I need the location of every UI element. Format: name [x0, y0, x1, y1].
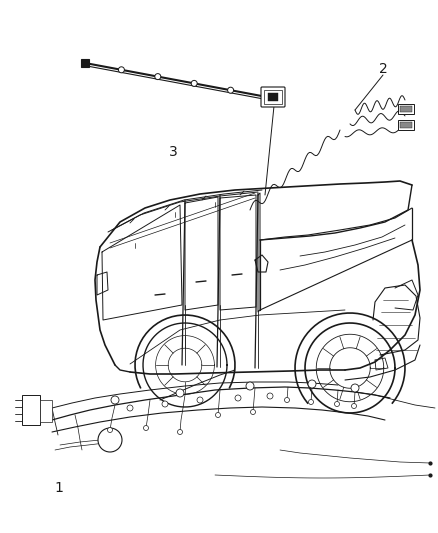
Circle shape — [335, 401, 339, 407]
Bar — [398, 120, 414, 130]
Circle shape — [308, 400, 314, 405]
Circle shape — [197, 397, 203, 403]
Bar — [264, 90, 282, 104]
Bar — [81, 59, 89, 67]
Circle shape — [351, 384, 359, 392]
Circle shape — [118, 67, 124, 73]
Circle shape — [267, 393, 273, 399]
Circle shape — [352, 403, 357, 408]
Circle shape — [162, 401, 168, 407]
Text: 3: 3 — [169, 145, 177, 159]
Circle shape — [191, 80, 197, 86]
Bar — [22, 395, 40, 425]
Circle shape — [215, 413, 220, 417]
Circle shape — [111, 396, 119, 404]
Circle shape — [144, 425, 148, 431]
Bar — [400, 106, 412, 112]
Bar — [40, 400, 52, 422]
Circle shape — [176, 389, 184, 397]
Circle shape — [246, 382, 254, 390]
Bar — [400, 122, 412, 128]
Bar — [398, 104, 414, 114]
Circle shape — [177, 430, 183, 434]
FancyBboxPatch shape — [261, 87, 285, 107]
Circle shape — [98, 428, 122, 452]
Circle shape — [308, 380, 316, 388]
Text: 1: 1 — [55, 481, 64, 495]
Text: 2: 2 — [379, 62, 388, 76]
Circle shape — [228, 87, 233, 93]
Bar — [268, 93, 278, 101]
Circle shape — [127, 405, 133, 411]
Circle shape — [285, 398, 290, 402]
Circle shape — [155, 74, 161, 79]
Circle shape — [235, 395, 241, 401]
Circle shape — [251, 409, 255, 415]
Circle shape — [107, 427, 113, 432]
